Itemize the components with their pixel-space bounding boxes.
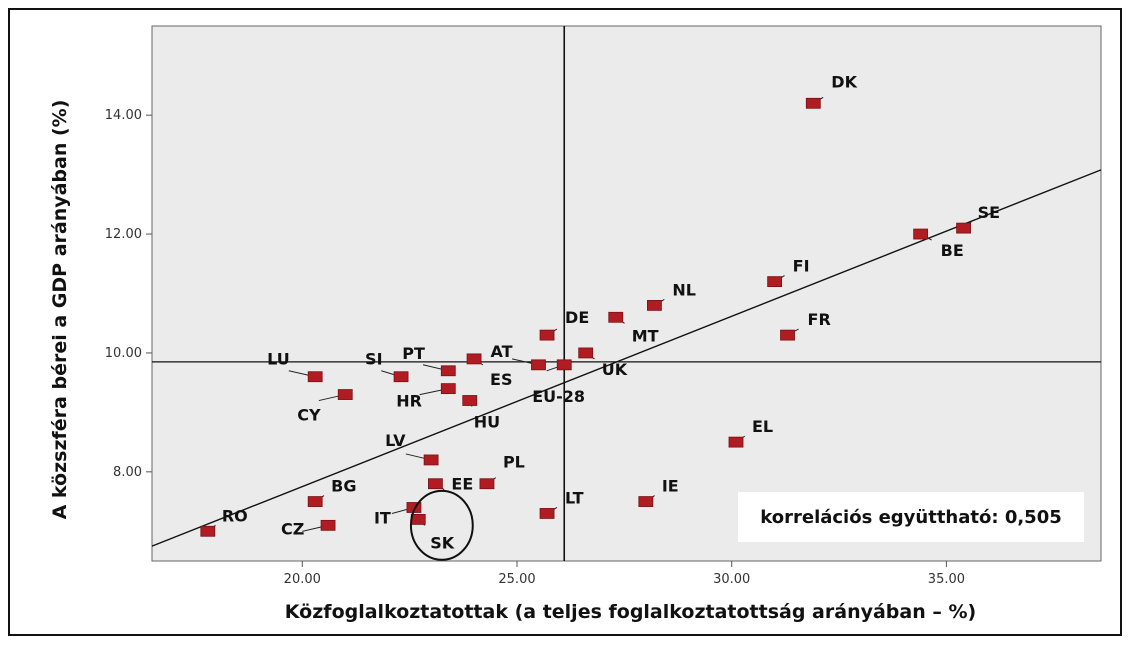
data-point-marker	[200, 525, 216, 537]
data-point-marker	[767, 276, 783, 288]
data-point-marker	[440, 365, 456, 377]
data-point-marker	[440, 383, 456, 395]
x-axis-ticks: 20.00 25.00 30.00 35.00	[284, 561, 965, 587]
data-point-marker	[956, 222, 971, 234]
data-point-label: EE	[451, 475, 473, 494]
x-tick-label: 25.00	[498, 572, 535, 587]
data-point-marker	[780, 329, 795, 341]
x-axis-label: Közfoglalkoztatottak (a teljes foglalkoz…	[285, 601, 976, 623]
data-point-marker	[608, 311, 624, 323]
data-point-marker	[307, 371, 323, 383]
data-point-marker	[556, 359, 572, 371]
data-point-marker	[393, 371, 409, 383]
data-point-label: FR	[808, 310, 831, 329]
chart-frame	[8, 8, 1122, 636]
y-tick-label: 10.00	[105, 346, 142, 361]
y-axis-ticks: 8.00 10.00 12.00 14.00	[105, 108, 152, 480]
y-tick-label: 8.00	[113, 465, 142, 480]
data-point-label: LU	[267, 350, 290, 369]
data-point-marker	[539, 329, 555, 341]
data-point-label: EU-28	[532, 387, 585, 406]
data-point-marker	[466, 353, 482, 365]
data-point-label: CY	[297, 406, 321, 425]
data-point-label: CZ	[281, 519, 304, 538]
y-tick-label: 14.00	[105, 108, 142, 123]
data-point-marker	[578, 347, 594, 359]
y-tick-label: 12.00	[105, 227, 142, 242]
data-point-label: SK	[430, 533, 455, 552]
data-point-label: IE	[662, 477, 679, 496]
y-axis-label: A közszféra bérei a GDP arányában (%)	[49, 100, 71, 520]
data-point-marker	[337, 389, 353, 400]
data-point-label: UK	[602, 360, 628, 379]
data-point-label: RO	[222, 506, 248, 525]
data-point-marker	[428, 478, 443, 490]
data-point-marker	[531, 359, 546, 371]
data-point-label: SI	[365, 350, 382, 369]
data-point-label: SE	[978, 203, 1000, 222]
correlation-text: korrelációs együttható: 0,505	[760, 506, 1062, 528]
x-tick-label: 30.00	[713, 572, 750, 587]
data-point-label: MT	[632, 326, 659, 345]
data-point-label: EL	[752, 417, 773, 436]
data-point-label: IT	[374, 509, 391, 528]
data-point-label: HU	[474, 413, 500, 432]
data-point-label: LV	[385, 431, 406, 450]
highlight-circle	[409, 489, 474, 561]
data-point-marker	[410, 513, 426, 525]
data-point-label: PT	[402, 344, 425, 363]
data-point-label: NL	[672, 280, 696, 299]
data-point-label: PL	[503, 453, 525, 472]
data-points: DK SE BE FI FR NL MT DE UK EU-28 AT ES PT SI LU CY HR HU L…	[200, 72, 1000, 552]
data-point-marker	[647, 299, 662, 311]
data-point-marker	[479, 478, 495, 490]
data-point-label: ES	[490, 370, 512, 389]
data-point-marker	[913, 228, 929, 240]
data-point-label: LT	[565, 488, 584, 507]
data-point-marker	[638, 496, 654, 507]
data-point-label: HR	[396, 392, 422, 411]
data-point-label: BE	[941, 241, 964, 260]
data-point-label: DE	[565, 308, 589, 327]
x-tick-label: 35.00	[928, 572, 965, 587]
data-point-label: FI	[793, 257, 810, 276]
data-point-marker	[462, 395, 478, 406]
data-point-marker	[320, 519, 336, 531]
data-point-label: DK	[831, 72, 857, 91]
data-point-marker	[539, 508, 555, 519]
data-point-label: AT	[490, 342, 512, 361]
data-point-label: BG	[331, 477, 356, 496]
data-point-marker	[805, 97, 821, 109]
regression-line	[151, 169, 1102, 547]
correlation-annotation: korrelációs együttható: 0,505	[738, 492, 1084, 542]
data-point-marker	[307, 496, 323, 507]
plot-area	[151, 25, 1102, 562]
data-point-marker	[728, 436, 744, 448]
x-tick-label: 20.00	[284, 572, 321, 587]
data-point-marker	[423, 454, 439, 466]
